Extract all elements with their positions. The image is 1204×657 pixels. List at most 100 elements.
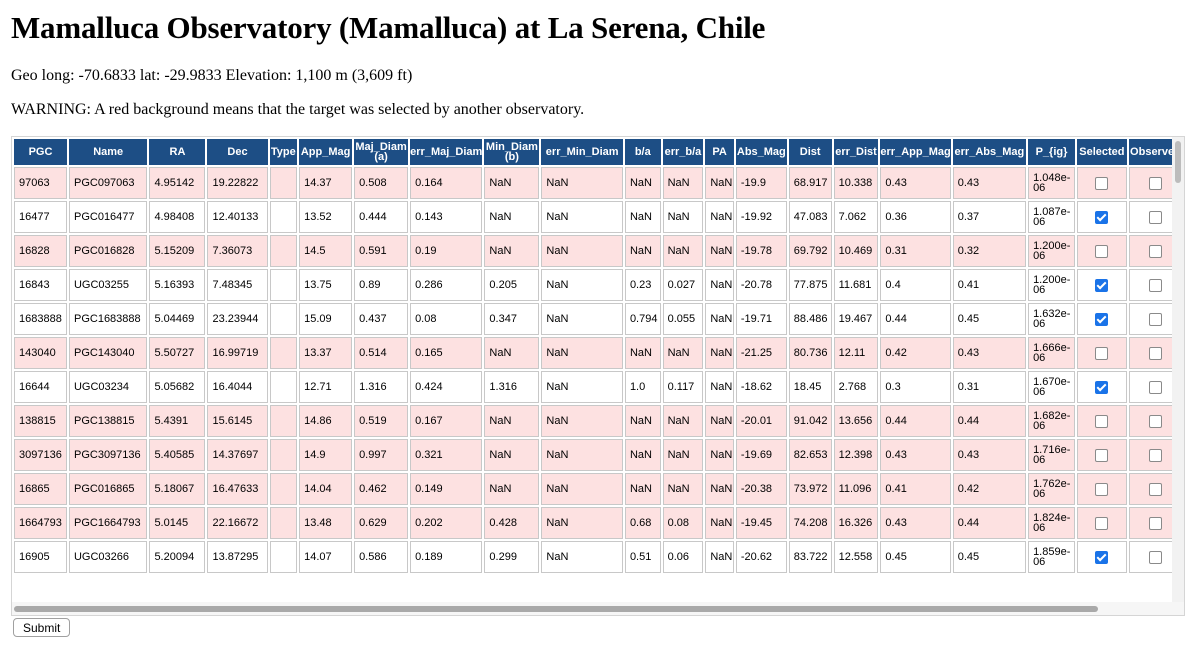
observed-checkbox[interactable] bbox=[1148, 278, 1162, 292]
table-cell: PGC1683888 bbox=[68, 303, 148, 335]
column-header: P_{ig} bbox=[1028, 139, 1075, 165]
table-cell: 19.467 bbox=[833, 303, 879, 335]
table-cell: 0.4 bbox=[880, 269, 951, 301]
table-cell bbox=[269, 167, 298, 199]
selected-checkbox[interactable] bbox=[1095, 278, 1109, 292]
selected-checkbox[interactable] bbox=[1095, 414, 1109, 428]
horizontal-scrollbar[interactable] bbox=[12, 602, 1184, 615]
table-cell: 16.4044 bbox=[207, 371, 268, 403]
table-cell: 14.07 bbox=[299, 541, 353, 573]
table-cell bbox=[269, 371, 298, 403]
observed-cell bbox=[1128, 507, 1172, 539]
submit-button[interactable]: Submit bbox=[13, 618, 71, 637]
column-header: Min_Diam (b) bbox=[484, 139, 540, 165]
observed-cell bbox=[1128, 371, 1172, 403]
table-cell: NaN bbox=[705, 541, 734, 573]
table-cell: 16865 bbox=[14, 473, 67, 505]
horizontal-scrollbar-thumb[interactable] bbox=[14, 606, 1098, 612]
table-cell: 12.558 bbox=[833, 541, 879, 573]
column-header: PA bbox=[705, 139, 734, 165]
column-header: Type bbox=[269, 139, 298, 165]
selected-checkbox[interactable] bbox=[1095, 176, 1109, 190]
table-cell: 0.42 bbox=[952, 473, 1027, 505]
observed-checkbox[interactable] bbox=[1148, 550, 1162, 564]
table-cell: -19.9 bbox=[735, 167, 787, 199]
table-cell: -19.92 bbox=[735, 201, 787, 233]
observed-checkbox[interactable] bbox=[1148, 414, 1162, 428]
selected-cell bbox=[1076, 337, 1127, 369]
observed-checkbox[interactable] bbox=[1148, 380, 1162, 394]
observed-checkbox[interactable] bbox=[1148, 176, 1162, 190]
table-cell: NaN bbox=[662, 235, 704, 267]
observed-checkbox[interactable] bbox=[1148, 482, 1162, 496]
table-header-row: PGC Name RA Dec Type App_Mag Maj_Diam (a) err_M… bbox=[14, 139, 1172, 165]
table-cell: 0.3 bbox=[880, 371, 951, 403]
column-header: App_Mag bbox=[299, 139, 353, 165]
table-cell: 0.37 bbox=[952, 201, 1027, 233]
column-header: RA bbox=[149, 139, 206, 165]
table-cell: 1.824e-06 bbox=[1028, 507, 1075, 539]
column-header: Observed bbox=[1128, 139, 1172, 165]
table-cell: 0.286 bbox=[410, 269, 483, 301]
column-header: PGC bbox=[14, 139, 67, 165]
table-cell: 0.89 bbox=[354, 269, 409, 301]
table-cell: 0.055 bbox=[662, 303, 704, 335]
vertical-scrollbar[interactable] bbox=[1172, 137, 1184, 602]
table-cell bbox=[269, 405, 298, 437]
observed-checkbox[interactable] bbox=[1148, 346, 1162, 360]
table-cell bbox=[269, 439, 298, 471]
observed-checkbox[interactable] bbox=[1148, 210, 1162, 224]
table-cell: NaN bbox=[705, 405, 734, 437]
table-cell: 77.875 bbox=[788, 269, 832, 301]
table-cell: 4.95142 bbox=[149, 167, 206, 199]
observed-cell bbox=[1128, 405, 1172, 437]
table-cell: 5.04469 bbox=[149, 303, 206, 335]
table-cell: PGC016865 bbox=[68, 473, 148, 505]
selected-checkbox[interactable] bbox=[1095, 346, 1109, 360]
table-cell: 91.042 bbox=[788, 405, 832, 437]
table-row: 16644 UGC03234 5.05682 16.4044 12.71 1.316 0.4… bbox=[14, 371, 1172, 403]
selected-checkbox[interactable] bbox=[1095, 448, 1109, 462]
selected-checkbox[interactable] bbox=[1095, 482, 1109, 496]
observed-checkbox[interactable] bbox=[1148, 312, 1162, 326]
table-cell: NaN bbox=[541, 541, 623, 573]
table-cell: 12.40133 bbox=[207, 201, 268, 233]
table-cell: NaN bbox=[541, 269, 623, 301]
selected-cell bbox=[1076, 167, 1127, 199]
table-cell: 0.164 bbox=[410, 167, 483, 199]
observed-checkbox[interactable] bbox=[1148, 448, 1162, 462]
table-row: 1683888 PGC1683888 5.04469 23.23944 15.09 0.4… bbox=[14, 303, 1172, 335]
table-cell: 1.670e-06 bbox=[1028, 371, 1075, 403]
table-cell: 0.43 bbox=[880, 167, 951, 199]
table-cell: NaN bbox=[705, 235, 734, 267]
table-cell: NaN bbox=[541, 303, 623, 335]
table-cell: 0.44 bbox=[880, 303, 951, 335]
selected-cell bbox=[1076, 303, 1127, 335]
table-cell bbox=[269, 303, 298, 335]
observed-cell bbox=[1128, 541, 1172, 573]
table-row: 138815 PGC138815 5.4391 15.6145 14.86 0.519 0.… bbox=[14, 405, 1172, 437]
selected-checkbox[interactable] bbox=[1095, 550, 1109, 564]
observed-checkbox[interactable] bbox=[1148, 516, 1162, 530]
table-cell: 16905 bbox=[14, 541, 67, 573]
table-cell: 0.462 bbox=[354, 473, 409, 505]
table-cell: 16644 bbox=[14, 371, 67, 403]
selected-checkbox[interactable] bbox=[1095, 516, 1109, 530]
table-cell: 0.424 bbox=[410, 371, 483, 403]
table-cell: 0.591 bbox=[354, 235, 409, 267]
table-cell bbox=[269, 201, 298, 233]
selected-cell bbox=[1076, 405, 1127, 437]
table-cell: 1.859e-06 bbox=[1028, 541, 1075, 573]
table-row: 16865 PGC016865 5.18067 16.47633 14.04 0.462 0… bbox=[14, 473, 1172, 505]
selected-checkbox[interactable] bbox=[1095, 312, 1109, 326]
column-header: Name bbox=[68, 139, 148, 165]
table-cell: 0.41 bbox=[880, 473, 951, 505]
table-cell: UGC03266 bbox=[68, 541, 148, 573]
selected-checkbox[interactable] bbox=[1095, 210, 1109, 224]
vertical-scrollbar-thumb[interactable] bbox=[1175, 141, 1181, 183]
observed-checkbox[interactable] bbox=[1148, 244, 1162, 258]
table-cell: 15.09 bbox=[299, 303, 353, 335]
observed-cell bbox=[1128, 337, 1172, 369]
selected-checkbox[interactable] bbox=[1095, 244, 1109, 258]
selected-checkbox[interactable] bbox=[1095, 380, 1109, 394]
